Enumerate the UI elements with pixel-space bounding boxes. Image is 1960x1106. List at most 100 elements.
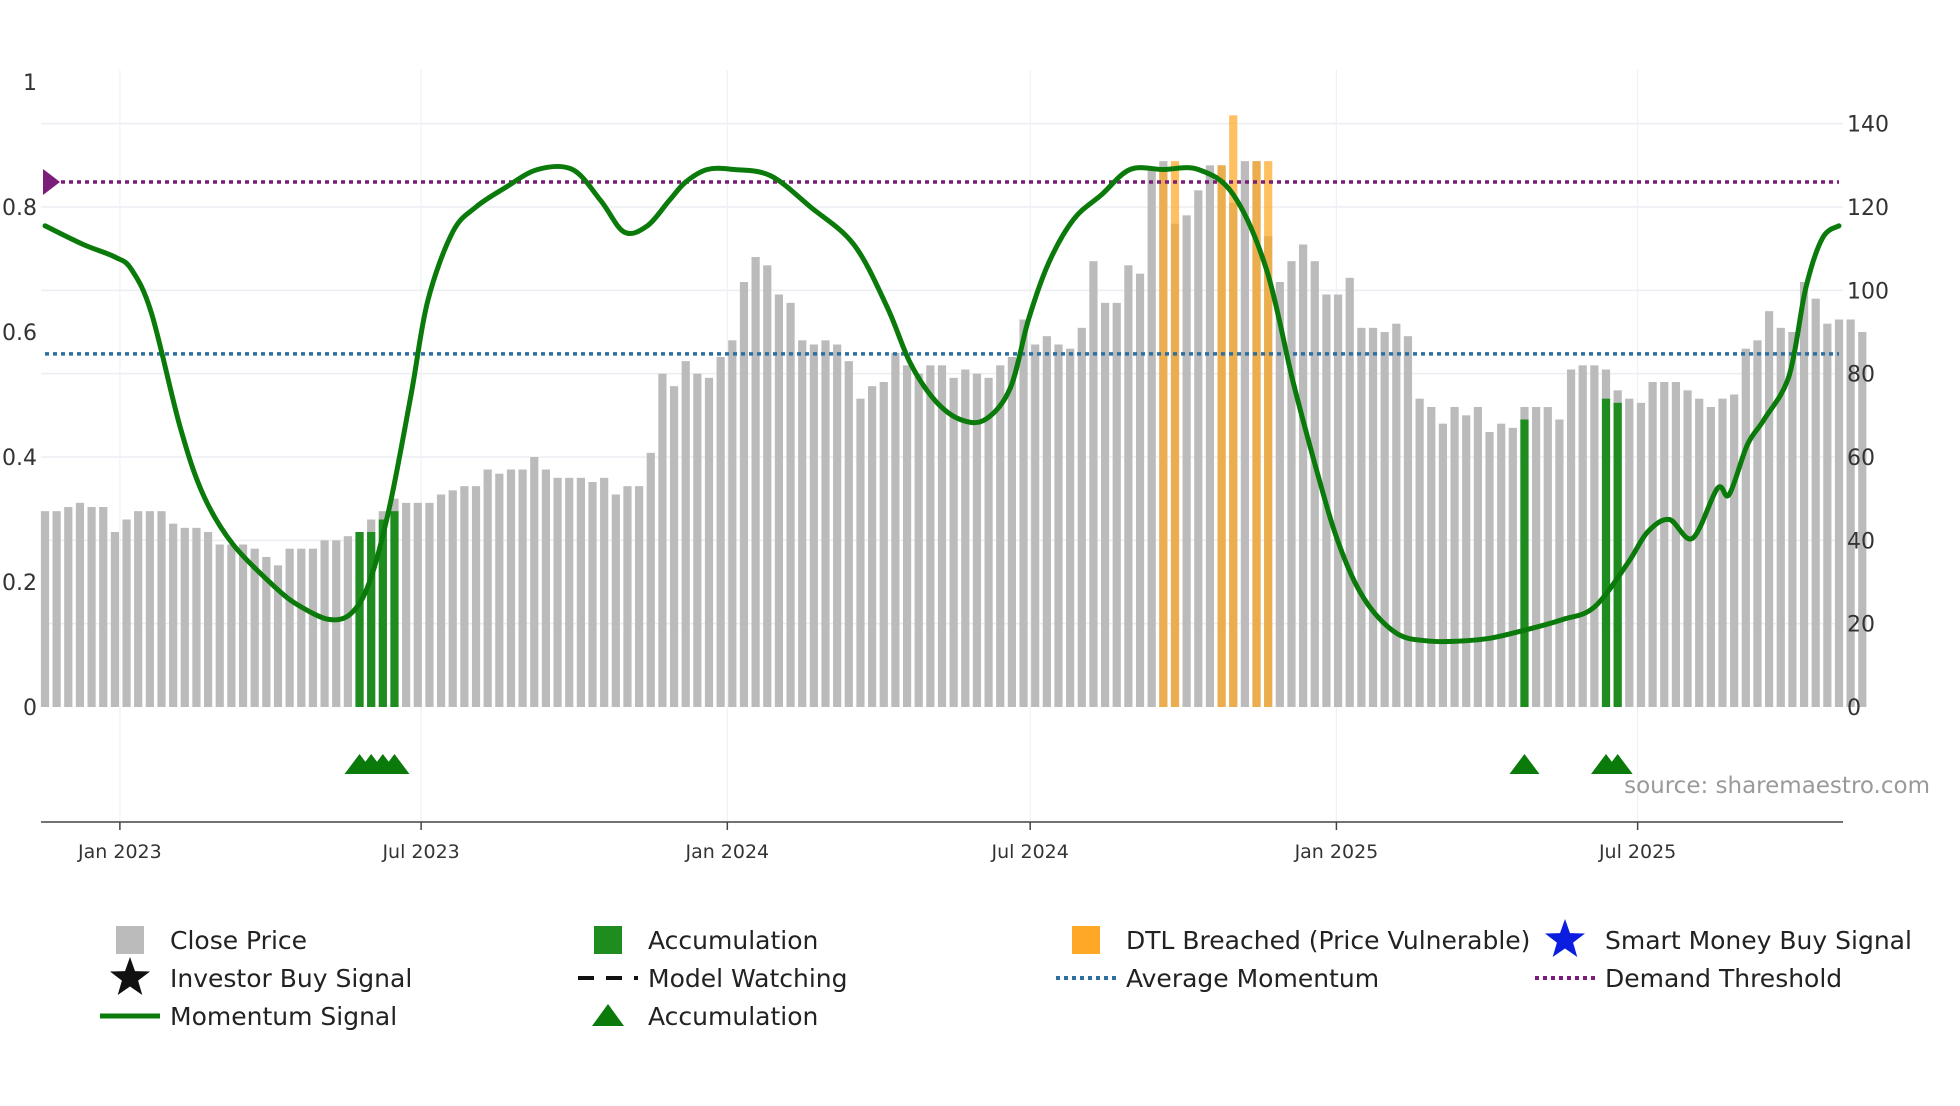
x-tick-label: Jul 2025	[1598, 841, 1676, 863]
legend-label: Demand Threshold	[1605, 964, 1842, 993]
close-price-bar	[250, 548, 259, 707]
close-price-bar	[1007, 357, 1016, 707]
x-tick-label: Jan 2025	[1294, 841, 1379, 863]
close-price-bar	[134, 511, 143, 707]
close-price-bar	[1660, 382, 1669, 707]
dtl-breached-bar	[1229, 115, 1238, 708]
close-price-bar	[87, 507, 96, 707]
close-price-bar	[739, 282, 749, 707]
close-price-bar	[961, 369, 970, 707]
close-price-bar	[623, 486, 632, 707]
close-price-bar	[565, 477, 574, 707]
close-price-bar	[821, 340, 830, 707]
demand-threshold-marker	[43, 169, 60, 195]
legend-triangle-icon	[592, 1004, 624, 1026]
legend-label: Average Momentum	[1126, 964, 1379, 993]
close-price-bar	[1054, 344, 1063, 707]
legend-label: Accumulation	[648, 1002, 818, 1031]
close-price-bar	[996, 365, 1005, 707]
close-price-bar	[1730, 394, 1739, 707]
close-price-bar	[1497, 423, 1506, 707]
close-price-bar	[495, 473, 504, 707]
close-price-bar	[308, 548, 318, 707]
legend-label: Momentum Signal	[170, 1002, 397, 1031]
close-price-bar	[763, 265, 772, 707]
close-price-bar	[751, 257, 760, 707]
legend-swatch	[116, 926, 144, 954]
close-price-bar	[833, 344, 842, 707]
legend-label: Smart Money Buy Signal	[1605, 926, 1912, 955]
close-price-bar	[122, 519, 131, 707]
close-price-bar	[1834, 319, 1844, 707]
right-tick-label: 20	[1847, 613, 1875, 638]
close-price-bar	[1706, 407, 1715, 707]
close-price-bar	[600, 477, 609, 707]
close-price-bar	[1625, 398, 1634, 707]
close-price-bar	[1718, 398, 1727, 707]
close-price-bar	[693, 373, 702, 707]
close-price-bar	[1147, 169, 1156, 707]
close-price-bar	[681, 361, 690, 707]
close-price-bar	[774, 294, 784, 707]
close-price-bar	[1345, 277, 1354, 707]
left-tick-label: 0.8	[2, 196, 37, 221]
accumulation-marker	[1602, 754, 1633, 774]
close-price-bar	[1415, 398, 1424, 707]
close-price-bar	[460, 486, 469, 707]
close-price-bar	[1240, 161, 1249, 707]
right-tick-label: 100	[1847, 279, 1889, 304]
close-price-bar	[1590, 365, 1599, 707]
left-tick-label: 0.4	[2, 446, 37, 471]
close-price-bar	[1368, 327, 1378, 707]
close-price-bar	[949, 377, 958, 707]
close-price-bar	[856, 398, 865, 707]
close-price-bar	[530, 457, 539, 707]
legend-label: Investor Buy Signal	[170, 964, 412, 993]
price-bars	[40, 115, 1867, 708]
accumulation-bar	[1601, 398, 1611, 707]
close-price-bar	[1765, 311, 1774, 707]
close-price-bar	[658, 373, 667, 707]
close-price-bar	[273, 565, 283, 707]
close-price-bar	[1019, 319, 1028, 707]
source-label: source: sharemaestro.com	[1624, 773, 1930, 799]
close-price-bar	[99, 507, 108, 707]
close-price-bar	[1031, 344, 1040, 707]
close-price-bar	[1462, 415, 1471, 707]
left-tick-label: 0.2	[2, 571, 37, 596]
close-price-bar	[285, 548, 294, 707]
close-price-bar	[145, 511, 154, 707]
accumulation-bar	[1520, 419, 1529, 707]
close-price-bar	[180, 527, 189, 707]
accumulation-marker	[1509, 754, 1540, 774]
close-price-bar	[1427, 407, 1436, 707]
close-price-bar	[64, 507, 73, 707]
dtl-breached-bar	[1252, 161, 1261, 707]
close-price-bar	[553, 477, 562, 707]
close-price-bar	[611, 494, 620, 707]
close-price-bar	[1753, 340, 1762, 707]
close-price-bar	[518, 469, 527, 707]
close-price-bar	[1671, 382, 1681, 707]
close-price-bar	[669, 386, 679, 707]
close-price-bar	[332, 540, 341, 707]
close-price-bar	[1485, 432, 1494, 707]
close-price-bar	[891, 352, 900, 707]
x-tick-label: Jul 2024	[991, 841, 1069, 863]
legend-item: Accumulation	[594, 926, 818, 955]
close-price-bar	[1135, 273, 1145, 707]
x-tick-label: Jan 2024	[684, 841, 769, 863]
close-price-bar	[413, 502, 422, 707]
close-price-bar	[844, 361, 853, 707]
close-price-bar	[576, 477, 585, 707]
close-price-bar	[1287, 261, 1296, 707]
legend-item: Smart Money Buy Signal	[1545, 919, 1912, 957]
close-price-bar	[1508, 427, 1517, 707]
close-price-bar	[1310, 261, 1319, 707]
close-price-bar	[1380, 332, 1389, 707]
close-price-bar	[1858, 332, 1867, 707]
close-price-bar	[1799, 282, 1809, 707]
reference-lines	[43, 169, 1839, 356]
close-price-bar	[1683, 390, 1692, 707]
